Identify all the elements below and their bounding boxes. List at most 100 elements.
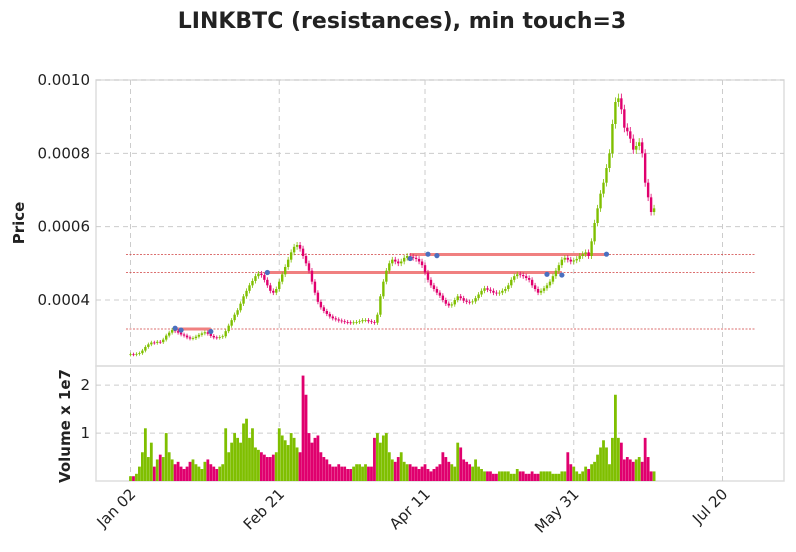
volume-bar: [495, 473, 498, 481]
candle-body: [212, 335, 215, 338]
candle-body: [402, 257, 406, 262]
candle-body: [361, 320, 364, 322]
candle-body: [527, 278, 531, 280]
candle-body: [343, 321, 346, 323]
volume-bar: [438, 464, 442, 481]
candle-body: [298, 245, 302, 249]
x-tick-label: Feb 21: [240, 485, 288, 533]
volume-bar: [224, 428, 228, 481]
candle-body: [521, 275, 525, 277]
volume-bar: [414, 466, 418, 481]
volume-bar: [373, 437, 376, 481]
volume-bar: [355, 464, 358, 481]
volume-bar: [251, 428, 254, 481]
candle-body: [575, 258, 578, 261]
volume-bar: [364, 464, 367, 481]
volume-bar: [233, 433, 237, 481]
volume-bar: [441, 452, 445, 481]
candle-body: [304, 256, 308, 264]
price-axis-label: Price: [10, 202, 28, 245]
volume-bar: [649, 471, 653, 481]
volume-bar: [652, 471, 656, 481]
candle-body: [331, 316, 334, 319]
candle-body: [495, 292, 498, 294]
candle-body: [275, 289, 278, 293]
touch-point: [559, 272, 565, 278]
volume-bar: [578, 473, 582, 481]
candle-body: [135, 353, 138, 355]
candle-body: [620, 98, 623, 110]
volume-bar: [286, 445, 290, 481]
volume-bar: [361, 466, 364, 481]
candle-body: [218, 337, 221, 338]
candle-body: [227, 325, 230, 332]
volume-bar: [161, 457, 165, 481]
price-tick-label: 0.0004: [38, 291, 91, 309]
candle-body: [557, 265, 561, 271]
volume-bar: [468, 464, 472, 481]
volume-bar: [560, 471, 564, 481]
volume-bar: [337, 464, 341, 481]
volume-bar: [480, 469, 483, 481]
candle-body: [623, 109, 626, 128]
volume-bar: [132, 476, 135, 481]
volume-bar: [197, 466, 201, 481]
candle-body: [507, 285, 510, 289]
candle-body: [652, 208, 656, 212]
candle-body: [141, 350, 144, 354]
volume-bar: [619, 442, 623, 481]
candle-body: [590, 241, 593, 256]
volume-bar: [515, 469, 519, 481]
candle-body: [129, 354, 132, 356]
candle-body: [346, 322, 349, 323]
volume-bar: [295, 447, 299, 481]
volume-bar: [367, 466, 370, 481]
candle-body: [417, 258, 421, 262]
volume-bar: [173, 464, 177, 481]
candle-body: [640, 142, 644, 154]
candle-body: [593, 223, 596, 242]
volume-bar: [429, 471, 433, 481]
candle-body: [236, 310, 239, 315]
volume-bar: [625, 457, 629, 481]
volume-bar: [471, 466, 475, 481]
candle-body: [569, 259, 572, 262]
candle-body: [316, 292, 320, 302]
candle-body: [251, 280, 254, 286]
volume-bar: [432, 469, 436, 481]
volume-bar: [170, 459, 174, 481]
volume-bar: [581, 471, 585, 481]
volume-bar: [634, 459, 638, 481]
candle-body: [411, 256, 415, 258]
volume-bar: [304, 394, 308, 481]
candle-body: [379, 296, 382, 315]
candle-body: [209, 333, 213, 336]
candle-body: [286, 259, 290, 267]
candle-body: [545, 285, 549, 289]
volume-bar: [486, 471, 489, 481]
volume-bar: [346, 469, 350, 481]
volume-bar: [509, 473, 513, 481]
volume-bar: [254, 447, 257, 481]
volume-bar: [447, 461, 451, 481]
volume-bar: [500, 471, 504, 481]
chart-title: LINKBTC (resistances), min touch=3: [178, 9, 626, 34]
candle-body: [432, 285, 436, 289]
candle-body: [629, 131, 632, 139]
volume-bar: [596, 454, 599, 481]
volume-panel-frame: [95, 365, 785, 482]
candle-body: [203, 332, 207, 334]
volume-bar: [298, 452, 302, 481]
volume-bar: [191, 459, 195, 481]
candle-body: [536, 289, 540, 293]
volume-bar: [328, 464, 332, 481]
candle-body: [385, 270, 388, 282]
candle-body: [272, 290, 275, 293]
volume-bar: [474, 459, 477, 481]
candle-body: [649, 197, 653, 212]
candle-body: [289, 252, 293, 260]
candle-body: [524, 276, 528, 278]
volume-bar: [539, 471, 543, 481]
candle-body: [480, 290, 483, 295]
volume-bar: [643, 437, 647, 481]
